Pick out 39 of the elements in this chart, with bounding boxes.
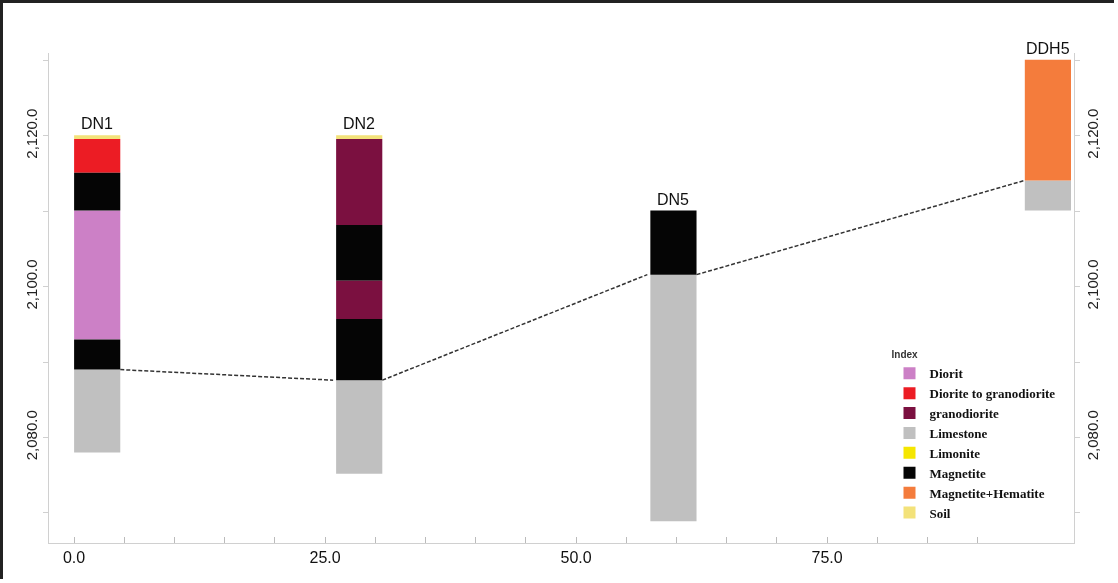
annotation: DDH5 <box>1026 40 1070 57</box>
x-tick-label: 0.0 <box>62 549 86 567</box>
legend-label: Diorite to granodiorite <box>929 386 1056 402</box>
annotation: DN5 <box>657 191 690 208</box>
bar <box>74 339 121 370</box>
x-tick-label: 25.0 <box>309 549 341 567</box>
bar <box>336 224 383 281</box>
bar <box>336 380 383 474</box>
x-tick-label: 50.0 <box>560 549 592 567</box>
y-tick-label: 2,100.0 <box>23 259 40 310</box>
bar <box>336 319 383 381</box>
bar <box>650 274 697 522</box>
x-tick-label: 75.0 <box>811 549 843 567</box>
y2-tick-label: 2,120.0 <box>1084 108 1101 159</box>
bar <box>74 135 121 139</box>
y-tick-label: 2,120.0 <box>23 108 40 159</box>
legend-label: Magnetite <box>929 465 987 481</box>
bar <box>1024 59 1071 181</box>
legend-label: Limestone <box>929 426 988 442</box>
bar <box>74 172 121 211</box>
annotation: DN1 <box>81 115 114 132</box>
y2-tick-label: 2,100.0 <box>1084 259 1101 310</box>
bar <box>336 280 383 320</box>
bar <box>650 210 697 275</box>
annotation: DN2 <box>343 115 376 132</box>
legend-label: Soil <box>929 505 951 521</box>
bar <box>74 138 121 173</box>
legend-label: Magnetite+Hematite <box>929 485 1045 501</box>
legend-label: Limonite <box>929 445 981 461</box>
bar <box>74 369 121 453</box>
bar <box>336 138 383 225</box>
bar <box>1024 180 1071 211</box>
legend-label: granodiorite <box>929 406 1000 422</box>
bar <box>336 135 383 139</box>
y2-tick-label: 2,080.0 <box>1084 410 1101 461</box>
y-tick-label: 2,080.0 <box>23 410 40 461</box>
bar <box>74 210 121 340</box>
legend-label: Diorit <box>929 366 964 382</box>
legend-title: Index <box>891 349 919 361</box>
